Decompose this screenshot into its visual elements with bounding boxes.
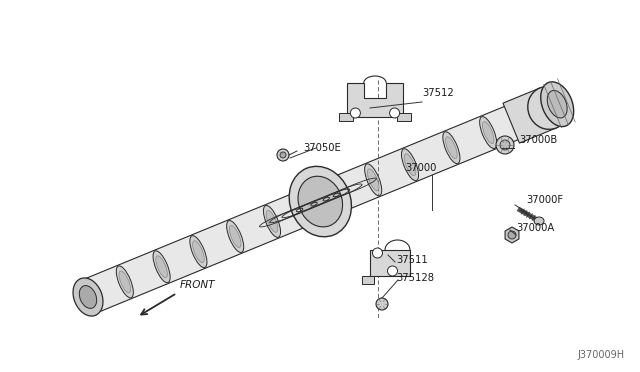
Polygon shape bbox=[505, 227, 519, 243]
Text: 37511: 37511 bbox=[396, 255, 428, 265]
Polygon shape bbox=[397, 113, 411, 121]
Text: 37512: 37512 bbox=[422, 88, 454, 98]
Text: J370009H: J370009H bbox=[578, 350, 625, 360]
Ellipse shape bbox=[119, 271, 131, 293]
Ellipse shape bbox=[116, 266, 133, 298]
Ellipse shape bbox=[547, 90, 567, 118]
Text: 375128: 375128 bbox=[396, 273, 434, 283]
Ellipse shape bbox=[534, 217, 544, 225]
Ellipse shape bbox=[153, 251, 170, 283]
Ellipse shape bbox=[321, 188, 333, 210]
Ellipse shape bbox=[528, 87, 568, 129]
Text: 37000F: 37000F bbox=[526, 195, 563, 205]
Ellipse shape bbox=[73, 278, 103, 316]
Ellipse shape bbox=[387, 266, 397, 276]
Ellipse shape bbox=[190, 235, 207, 267]
Ellipse shape bbox=[496, 136, 514, 154]
Ellipse shape bbox=[229, 225, 241, 247]
Ellipse shape bbox=[372, 248, 383, 258]
Polygon shape bbox=[370, 250, 410, 276]
Polygon shape bbox=[503, 88, 556, 143]
Ellipse shape bbox=[227, 221, 244, 253]
Ellipse shape bbox=[390, 108, 399, 118]
Text: 37000B: 37000B bbox=[519, 135, 557, 145]
Ellipse shape bbox=[445, 137, 457, 158]
Ellipse shape bbox=[365, 164, 381, 196]
Text: 37000A: 37000A bbox=[516, 223, 554, 233]
Ellipse shape bbox=[351, 108, 360, 118]
Ellipse shape bbox=[367, 169, 379, 191]
Polygon shape bbox=[362, 276, 374, 284]
Ellipse shape bbox=[289, 166, 351, 237]
Ellipse shape bbox=[79, 286, 97, 308]
Ellipse shape bbox=[404, 154, 416, 176]
Ellipse shape bbox=[277, 149, 289, 161]
Text: 37050E: 37050E bbox=[303, 143, 340, 153]
Ellipse shape bbox=[401, 149, 419, 181]
Polygon shape bbox=[81, 92, 555, 314]
Ellipse shape bbox=[479, 116, 497, 148]
Text: FRONT: FRONT bbox=[180, 280, 216, 290]
Ellipse shape bbox=[298, 176, 342, 227]
Ellipse shape bbox=[483, 122, 494, 144]
Ellipse shape bbox=[280, 152, 286, 158]
Ellipse shape bbox=[319, 183, 336, 215]
Ellipse shape bbox=[541, 82, 573, 126]
Ellipse shape bbox=[508, 231, 516, 239]
Ellipse shape bbox=[156, 256, 168, 278]
Polygon shape bbox=[347, 83, 403, 117]
Polygon shape bbox=[339, 113, 353, 121]
Ellipse shape bbox=[266, 211, 278, 232]
Ellipse shape bbox=[264, 205, 280, 237]
Ellipse shape bbox=[500, 140, 510, 150]
Ellipse shape bbox=[193, 241, 204, 263]
Ellipse shape bbox=[443, 132, 460, 164]
Text: 37000: 37000 bbox=[405, 163, 436, 173]
Ellipse shape bbox=[376, 298, 388, 310]
